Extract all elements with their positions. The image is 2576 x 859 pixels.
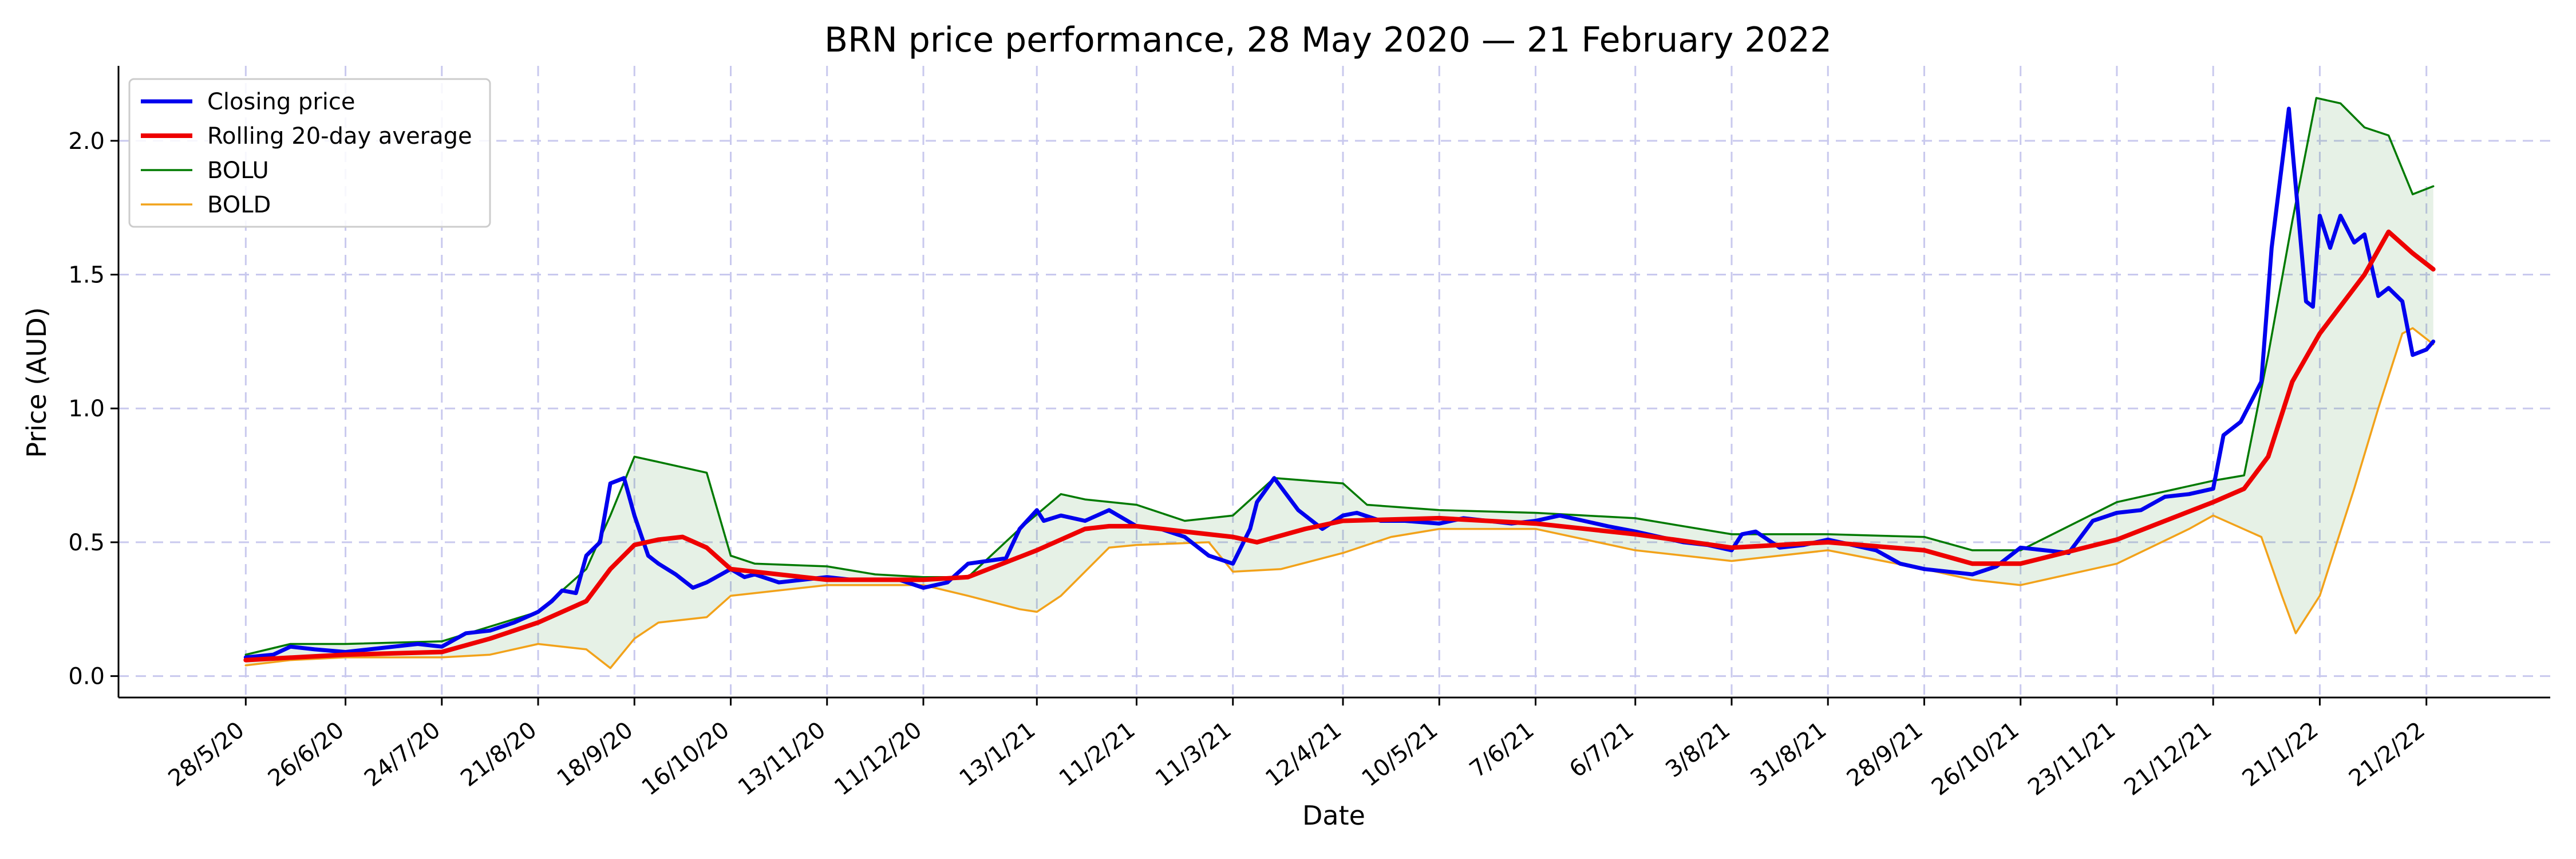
x-tick-label: 11/12/20 bbox=[829, 717, 927, 801]
legend: Closing price Rolling 20-day average BOLU B… bbox=[128, 78, 491, 228]
y-ticks: 0.0 0.5 1.0 1.5 2.0 bbox=[68, 128, 118, 690]
bollinger-band-fill bbox=[246, 98, 2433, 668]
x-tick-label: 24/7/20 bbox=[359, 717, 445, 792]
x-tick-label: 11/3/21 bbox=[1151, 717, 1236, 792]
x-tick-label: 6/7/21 bbox=[1564, 717, 1639, 783]
x-tick-label: 11/2/21 bbox=[1054, 717, 1140, 792]
x-tick-label: 28/9/21 bbox=[1842, 717, 1928, 792]
band-fill-area bbox=[246, 98, 2433, 668]
x-tick-label: 21/8/20 bbox=[456, 717, 542, 792]
x-tick-label: 10/5/21 bbox=[1357, 717, 1443, 792]
y-tick-label: 2.0 bbox=[68, 128, 105, 155]
y-tick-label: 1.0 bbox=[68, 396, 105, 422]
y-tick-label: 1.5 bbox=[68, 262, 105, 289]
legend-label-rolling-20-day-average: Rolling 20-day average bbox=[207, 123, 472, 149]
axes bbox=[117, 66, 2550, 699]
x-tick-label: 13/11/20 bbox=[733, 717, 831, 801]
x-tick-label: 21/12/21 bbox=[2119, 717, 2217, 801]
x-ticks: 28/5/20 26/6/20 24/7/20 21/8/20 18/9/2016/10… bbox=[164, 698, 2430, 801]
legend-label-bold: BOLD bbox=[207, 192, 271, 218]
x-tick-label: 3/8/21 bbox=[1661, 717, 1735, 783]
grid bbox=[118, 66, 2550, 698]
legend-label-closing-price: Closing price bbox=[207, 89, 355, 115]
series-line-rolling-20-day-average bbox=[243, 229, 2436, 663]
x-tick-label: 26/6/20 bbox=[263, 717, 349, 792]
x-tick-label: 21/2/22 bbox=[2344, 717, 2430, 792]
legend-box bbox=[128, 78, 491, 228]
legend-label-bolu: BOLU bbox=[207, 157, 269, 184]
x-tick-label: 7/6/21 bbox=[1465, 717, 1539, 783]
x-tick-label: 13/1/21 bbox=[955, 717, 1041, 792]
series-line-bold bbox=[244, 327, 2435, 669]
x-tick-label: 31/8/21 bbox=[1746, 717, 1832, 792]
x-tick-label: 28/5/20 bbox=[164, 717, 250, 792]
series-lines bbox=[243, 97, 2436, 669]
x-tick-label: 16/10/20 bbox=[637, 717, 734, 801]
x-axis-label: Date bbox=[1302, 800, 1365, 831]
x-tick-label: 18/9/20 bbox=[552, 717, 638, 792]
chart-title: BRN price performance, 28 May 2020 — 21 … bbox=[824, 20, 1832, 60]
series-line-bolu bbox=[244, 97, 2435, 656]
series-line-closing-price bbox=[243, 107, 2436, 660]
y-tick-label: 0.5 bbox=[68, 530, 105, 556]
x-tick-label: 26/10/21 bbox=[1927, 717, 2024, 801]
x-tick-label: 12/4/21 bbox=[1261, 717, 1346, 792]
x-tick-label: 23/11/21 bbox=[2023, 717, 2120, 801]
y-axis-label: Price (AUD) bbox=[21, 307, 52, 458]
x-tick-label: 21/1/22 bbox=[2238, 717, 2324, 792]
y-tick-label: 0.0 bbox=[68, 664, 105, 690]
